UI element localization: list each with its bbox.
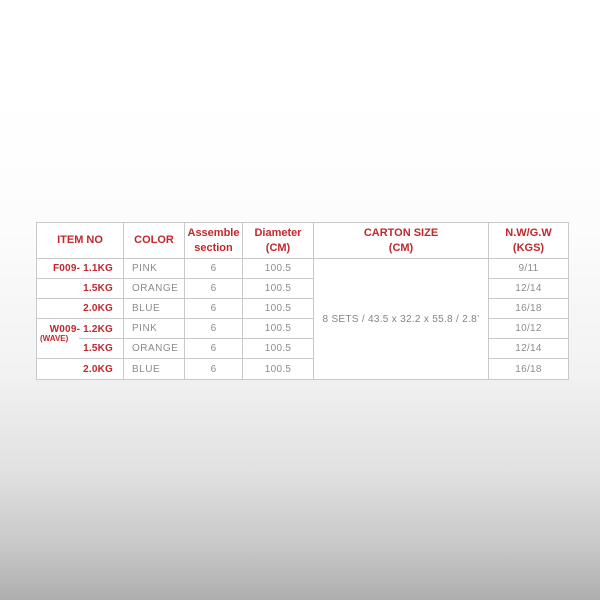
assemble-cell: 6 [185,339,243,359]
table-row: F009- 1.1KG PINK 6 100.5 8 SETS / 43.5 x… [37,259,568,379]
col-header-diameter: Diameter (CM) [243,223,314,259]
item-no-cell: 1.5KG [37,279,124,299]
col-header-nw-gw: N.W/G.W (KGS) [489,223,568,259]
product-spec-table-container: ITEM NO COLOR Assemble section Diameter … [36,222,569,380]
diameter-cell: 100.5 [243,279,314,299]
header-row: ITEM NO COLOR Assemble section Diameter … [37,223,568,259]
diameter-cell: 100.5 [243,359,314,379]
diameter-cell: 100.5 [243,319,314,339]
nw-gw-cell: 16/18 [489,299,568,319]
table-row: 1.5KG ORANGE 6 100.5 12/14 [37,279,568,299]
wave-variant-note: (WAVE) [40,334,69,343]
col-header-item-no: ITEM NO [37,223,124,259]
product-spec-table: ITEM NO COLOR Assemble section Diameter … [36,222,569,380]
color-cell: BLUE [124,359,185,379]
col-header-carton-size: CARTON SIZE (CM) [314,223,489,259]
table-row: 1.5KG ORANGE 6 100.5 12/14 [37,339,568,359]
table-row: 2.0KG BLUE 6 100.5 16/18 [37,359,568,379]
diameter-cell: 100.5 [243,299,314,319]
item-no-cell: 2.0KG [37,359,124,379]
diameter-cell: 100.5 [243,259,314,279]
nw-gw-cell: 12/14 [489,339,568,359]
item-no-cell-w009: W009- 1.2KG (WAVE) [37,319,124,343]
item-no-text: W009- 1.2KG [49,323,113,335]
nw-gw-cell: 9/11 [489,259,568,279]
assemble-cell: 6 [185,259,243,279]
col-header-color: COLOR [124,223,185,259]
partial-border-line [79,338,123,339]
diameter-cell: 100.5 [243,339,314,359]
nw-gw-cell: 10/12 [489,319,568,339]
assemble-cell: 6 [185,279,243,299]
table-row: W009- 1.2KG (WAVE) PINK 6 100.5 10/12 [37,319,568,343]
table-row: 2.0KG BLUE 6 100.5 16/18 [37,299,568,319]
nw-gw-cell: 16/18 [515,363,542,375]
color-cell: ORANGE [124,279,185,299]
color-cell: BLUE [124,299,185,319]
item-no-cell: 2.0KG [37,299,124,319]
color-cell: PINK [124,259,185,279]
col-header-assemble-section: Assemble section [185,223,243,259]
assemble-cell: 6 [185,319,243,339]
item-no-cell: 1.5KG [37,339,124,359]
carton-size-cell: 8 SETS / 43.5 x 32.2 x 55.8 / 2.8’ [314,259,489,379]
color-cell: ORANGE [124,339,185,359]
assemble-cell: 6 [185,359,243,379]
color-cell: PINK [124,319,185,339]
item-no-cell: F009- 1.1KG [37,259,124,279]
assemble-cell: 6 [185,299,243,319]
nw-gw-cell: 12/14 [489,279,568,299]
